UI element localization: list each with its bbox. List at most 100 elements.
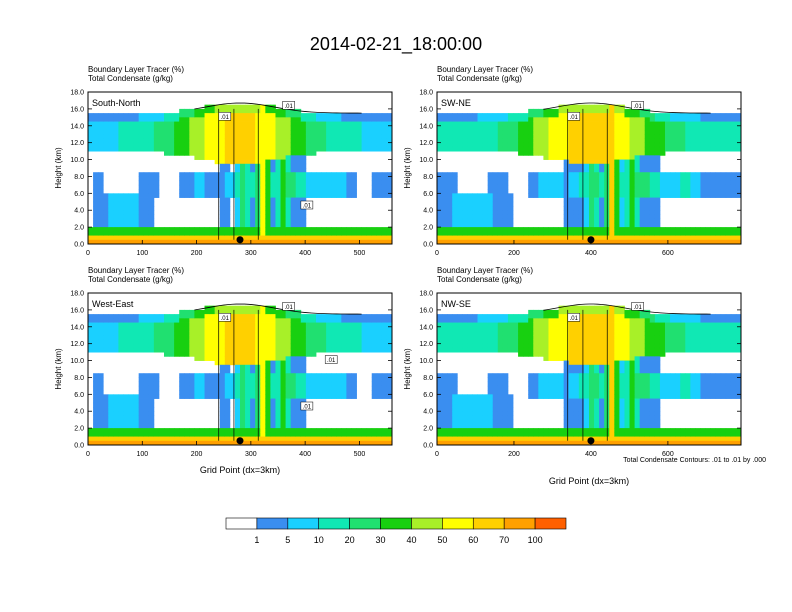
y-tick-label: 18.0 [70, 90, 84, 97]
y-tick-label: 12.0 [70, 140, 84, 147]
x-tick-label: 400 [585, 250, 597, 257]
colorbar-label: 40 [406, 535, 416, 545]
x-tick-label: 200 [508, 250, 520, 257]
x-axis-label: Grid Point (dx=3km) [200, 465, 280, 475]
contour-label: .01 [282, 101, 295, 110]
colorbar-label: 10 [314, 535, 324, 545]
contour-label: .01 [631, 302, 644, 311]
colorbar-box [442, 517, 474, 530]
header-condensate: Total Condensate (g/kg) [437, 74, 522, 83]
y-tick-label: 12.0 [70, 341, 84, 348]
y-tick-label: 6.0 [423, 191, 433, 198]
condensate-contour [543, 303, 711, 315]
condensate-contour [543, 102, 711, 114]
y-tick-label: 4.0 [74, 409, 84, 416]
y-tick-label: 8.0 [423, 375, 433, 382]
x-tick-label: 500 [354, 250, 366, 257]
x-tick-label: 200 [508, 451, 520, 458]
y-tick-label: 0.0 [74, 443, 84, 450]
svg-text:.01: .01 [221, 316, 230, 322]
y-tick-label: 10.0 [70, 358, 84, 365]
x-tick-label: 100 [136, 250, 148, 257]
y-axis-label: Height (km) [54, 147, 63, 189]
panel-south-north: .01 .01 .01 South-North Boundary Layer Trace… [54, 65, 393, 257]
header-condensate: Total Condensate (g/kg) [88, 275, 173, 284]
y-tick-label: 16.0 [70, 307, 84, 314]
header-tracer: Boundary Layer Tracer (%) [88, 65, 184, 74]
page-title: 2014-02-21_18:00:00 [310, 34, 482, 55]
x-tick-label: 400 [299, 250, 311, 257]
colorbar-label: 50 [437, 535, 447, 545]
y-tick-label: 0.0 [423, 443, 433, 450]
header-tracer: Boundary Layer Tracer (%) [437, 266, 533, 275]
y-tick-label: 14.0 [70, 123, 84, 130]
colorbar-box [472, 517, 505, 530]
condensate-contour [194, 303, 362, 315]
location-marker [236, 437, 244, 445]
contour-label: .01 [218, 112, 232, 121]
colorbar-label: 20 [345, 535, 355, 545]
contour-label: .01 [300, 200, 314, 210]
panel-label: West-East [92, 299, 134, 309]
tracer-field [88, 293, 392, 445]
x-tick-label: 400 [299, 451, 311, 458]
x-tick-label: 300 [245, 250, 257, 257]
contour-label: .01 [324, 355, 338, 364]
colorbar-label: 5 [285, 535, 290, 545]
x-tick-label: 0 [435, 250, 439, 257]
contour-label: .01 [631, 101, 644, 110]
y-tick-label: 14.0 [70, 324, 84, 331]
y-tick-label: 12.0 [419, 140, 433, 147]
header-tracer: Boundary Layer Tracer (%) [88, 266, 184, 275]
y-axis-label: Height (km) [54, 348, 63, 390]
footnote: Total Condensate Contours: .01 to .01 by… [623, 457, 766, 464]
x-tick-label: 0 [435, 451, 439, 458]
y-tick-label: 14.0 [419, 324, 433, 331]
tracer-field [437, 92, 741, 244]
colorbar-label: 100 [528, 535, 543, 545]
panel-nw-se: .01 .01 NW-SE Boundary Layer Tracer (%)Tota… [403, 266, 742, 486]
plot-frame [87, 91, 393, 245]
colorbar-box [256, 517, 289, 530]
svg-text:.01: .01 [633, 104, 642, 110]
x-tick-label: 600 [662, 250, 674, 257]
colorbar-box [349, 517, 381, 530]
y-tick-label: 0.0 [74, 242, 84, 249]
y-tick-label: 16.0 [419, 307, 433, 314]
colorbar-box [287, 517, 320, 530]
panel-label: NW-SE [441, 299, 471, 309]
contour-label: .01 [567, 313, 581, 322]
panel-west-east: .01 .01 .01 .01 West-East Boundary Layer Trac… [54, 266, 393, 475]
header-condensate: Total Condensate (g/kg) [437, 275, 522, 284]
svg-text:.01: .01 [570, 115, 579, 121]
contour-label: .01 [218, 313, 232, 322]
y-tick-label: 18.0 [419, 291, 433, 298]
location-marker [587, 236, 595, 244]
x-tick-label: 0 [86, 451, 90, 458]
colorbar-box [318, 517, 350, 530]
y-tick-label: 6.0 [74, 392, 84, 399]
y-tick-label: 18.0 [70, 291, 84, 298]
panel-label: SW-NE [441, 98, 471, 108]
y-tick-label: 4.0 [423, 208, 433, 215]
location-marker [587, 437, 595, 445]
svg-text:.01: .01 [284, 104, 293, 110]
location-marker [236, 236, 244, 244]
y-tick-label: 4.0 [423, 409, 433, 416]
svg-text:.01: .01 [303, 204, 312, 210]
y-tick-label: 2.0 [423, 225, 433, 232]
plot-frame [436, 292, 742, 446]
colorbar-label: 30 [376, 535, 386, 545]
colorbar-box [225, 517, 258, 530]
svg-text:.01: .01 [284, 305, 293, 311]
contour-label: .01 [300, 401, 314, 411]
x-tick-label: 200 [191, 451, 203, 458]
tracer-field [437, 293, 741, 445]
colorbar-label: 60 [468, 535, 478, 545]
y-axis-label: Height (km) [403, 147, 412, 189]
x-tick-label: 300 [245, 451, 257, 458]
x-axis-label: Grid Point (dx=3km) [549, 476, 629, 486]
colorbar-box [534, 517, 567, 530]
x-tick-label: 400 [585, 451, 597, 458]
